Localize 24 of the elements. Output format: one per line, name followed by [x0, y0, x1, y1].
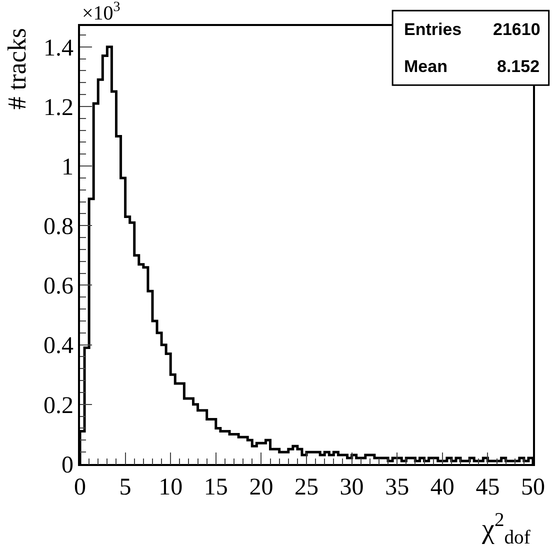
y-axis-title: # tracks: [2, 28, 32, 110]
x-tick-label: 45: [476, 474, 500, 501]
x-tick-label: 50: [521, 474, 545, 501]
y-tick-label: 1.2: [43, 94, 74, 121]
y-tick-label: 0.8: [43, 214, 74, 240]
x-tick-label: 10: [158, 474, 183, 501]
annotation: 21610: [493, 20, 540, 39]
y-tick-label: 0.6: [43, 274, 74, 300]
x-tick-label: 20: [249, 474, 274, 501]
y-tick-label: 1: [61, 154, 74, 180]
y-tick-label: 0: [61, 452, 74, 478]
x-tick-label: 40: [430, 474, 454, 501]
x-tick-label: 25: [294, 474, 318, 501]
y-tick-label: 0.4: [43, 333, 74, 360]
x-tick-label: 15: [204, 474, 228, 501]
x-tick-label: 35: [385, 474, 410, 501]
x-tick-label: 30: [340, 474, 364, 501]
annotation: Mean: [404, 57, 448, 76]
annotation: 8.152: [497, 57, 540, 76]
text: ×10$^{3}$: [82, 0, 120, 24]
annotation: Entries: [404, 20, 462, 39]
y-tick-label: 1.4: [43, 35, 74, 62]
x-tick-label: 5: [119, 474, 132, 501]
y-tick-label: 0.2: [43, 392, 74, 419]
